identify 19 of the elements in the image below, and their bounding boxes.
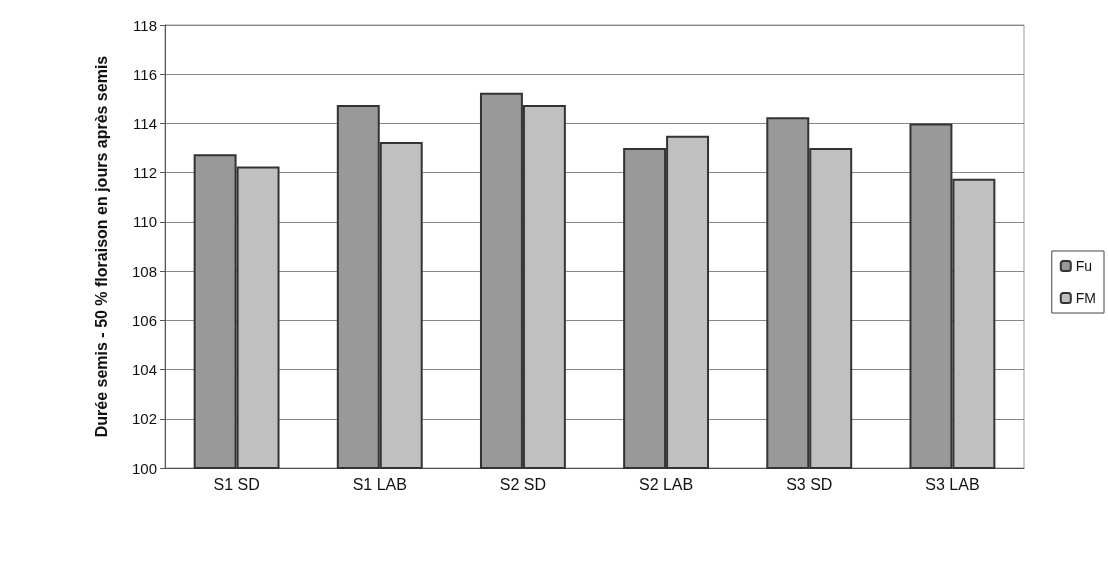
x-tick-label: S2 SD [499,475,547,493]
x-tick-label: S1 LAB [352,475,407,493]
x-tick-label: S2 LAB [638,475,694,493]
y-tick-label: 110 [133,213,157,231]
y-tick-label: 118 [133,16,157,34]
y-tick-label: 100 [131,459,157,477]
legend-label: Fu [1075,258,1093,274]
y-tick-label: 112 [133,164,157,182]
x-tick-label: S3 SD [786,475,833,493]
y-tick-label: 102 [131,410,157,428]
y-tick-label: 106 [131,311,157,329]
x-tick-label: S3 LAB [925,475,980,493]
y-tick-label: 116 [133,65,157,83]
legend-label: FM [1075,290,1096,306]
y-tick-label: 108 [131,262,157,280]
y-tick-label: 104 [131,361,157,379]
x-tick-label: S1 SD [213,475,260,493]
y-tick-label: 114 [133,114,157,132]
y-axis-title: Durée semis - 50 % floraison en jours après semis [92,55,110,438]
